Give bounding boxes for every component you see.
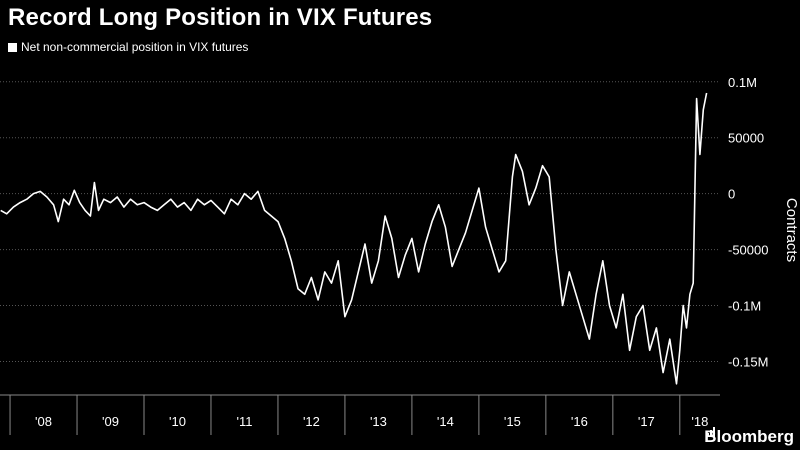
- x-tick-label: '08: [35, 414, 52, 429]
- x-tick-label: '10: [169, 414, 186, 429]
- x-tick-label: '17: [638, 414, 655, 429]
- x-tick-label: '11: [236, 414, 252, 429]
- x-tick-label: '16: [571, 414, 588, 429]
- y-tick-label: -0.15M: [728, 354, 768, 369]
- legend-label: Net non-commercial position in VIX futur…: [21, 40, 249, 54]
- brand-name: Bloomberg: [704, 427, 794, 446]
- y-tick-label: 0.1M: [728, 75, 757, 90]
- x-tick-label: '15: [504, 414, 521, 429]
- chart-title: Record Long Position in VIX Futures: [8, 4, 433, 31]
- y-tick-label: -0.1M: [728, 299, 761, 314]
- brand-logo: Bloomberg: [704, 427, 794, 447]
- legend: Net non-commercial position in VIX futur…: [8, 40, 248, 54]
- x-tick-label: '14: [437, 414, 454, 429]
- x-tick-label: '12: [303, 414, 320, 429]
- series-line: [0, 92, 708, 385]
- x-tick-label: '13: [370, 414, 387, 429]
- legend-swatch: [8, 42, 17, 52]
- bar-chart-icon: [707, 427, 716, 437]
- x-tick-label: '09: [102, 414, 119, 429]
- x-tick-label: '18: [691, 414, 708, 429]
- y-tick-label: 50000: [728, 131, 764, 146]
- y-axis-label: Contracts: [783, 198, 800, 262]
- y-tick-label: 0: [728, 187, 735, 202]
- y-tick-label: -50000: [728, 243, 768, 258]
